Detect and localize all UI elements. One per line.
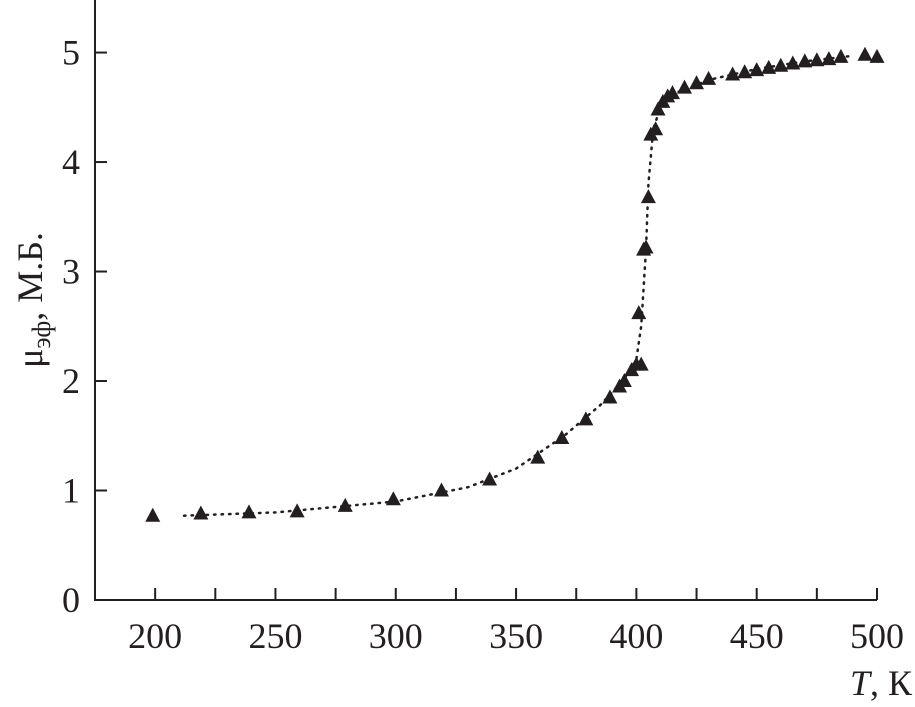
x-axis-label: T, К xyxy=(850,663,913,703)
data-point xyxy=(193,505,209,520)
data-point xyxy=(821,51,837,66)
data-point xyxy=(785,55,801,70)
data-point xyxy=(633,356,649,371)
y-tick-label: 1 xyxy=(62,471,80,511)
data-point xyxy=(640,189,656,204)
data-point xyxy=(631,305,647,320)
data-point xyxy=(797,53,813,68)
data-point xyxy=(337,497,353,512)
data-point xyxy=(241,504,257,519)
y-axis-label: μэф, М.Б. xyxy=(10,232,56,368)
data-point xyxy=(677,79,693,94)
y-label-unit: , М.Б. xyxy=(10,232,50,321)
y-label-subscript: эф xyxy=(27,321,56,349)
data-point xyxy=(530,449,546,464)
data-point xyxy=(869,48,885,63)
x-label-symbol: T xyxy=(850,663,873,703)
data-point xyxy=(385,491,401,506)
x-tick-label: 300 xyxy=(369,616,423,656)
data-point xyxy=(664,85,680,100)
fit-line xyxy=(182,54,855,517)
y-label-symbol: μ xyxy=(10,349,50,368)
data-point xyxy=(725,66,741,81)
x-tick-label: 200 xyxy=(128,616,182,656)
x-tick-label: 350 xyxy=(489,616,543,656)
y-tick-label: 0 xyxy=(62,580,80,620)
data-point xyxy=(761,59,777,74)
data-point xyxy=(648,121,664,136)
x-label-unit: , К xyxy=(870,663,913,703)
y-tick-label: 3 xyxy=(62,252,80,292)
data-point xyxy=(650,101,666,116)
data-point xyxy=(857,46,873,61)
y-tick-label: 2 xyxy=(62,361,80,401)
data-point xyxy=(701,70,717,85)
data-point xyxy=(578,411,594,426)
data-point xyxy=(433,482,449,497)
data-point xyxy=(145,507,161,522)
data-point xyxy=(833,48,849,63)
y-tick-label: 5 xyxy=(62,33,80,73)
x-tick-label: 250 xyxy=(248,616,302,656)
y-tick-label: 4 xyxy=(62,142,80,182)
x-tick-label: 400 xyxy=(609,616,663,656)
x-tick-label: 500 xyxy=(850,616,904,656)
x-tick-label: 450 xyxy=(730,616,784,656)
data-point xyxy=(554,429,570,444)
